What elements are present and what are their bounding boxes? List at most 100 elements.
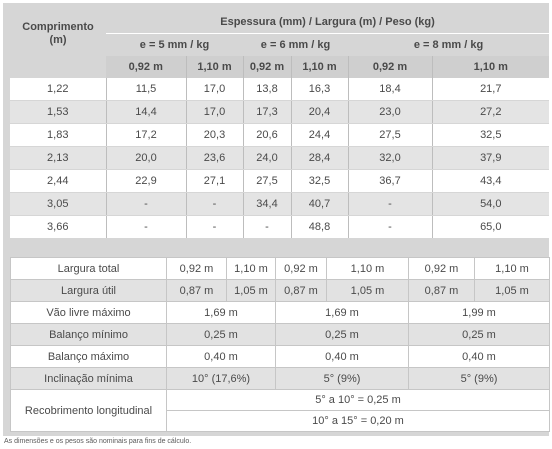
weight-cell: 23,0 — [347, 100, 432, 124]
cell-value: 0,25 m — [166, 323, 276, 346]
weight-cell: - — [105, 215, 186, 239]
weight-cell: 13,8 — [242, 78, 291, 101]
weight-cell: 37,9 — [431, 146, 550, 170]
cell-value: 1,10 m — [326, 257, 409, 280]
weight-cell: 27,2 — [431, 100, 550, 124]
cell-value: 0,92 m — [408, 257, 475, 280]
group-header-8mm: e = 8 mm / kg — [348, 33, 550, 56]
weight-cell: 24,0 — [242, 146, 291, 170]
row-label: Recobrimento longitudinal — [10, 389, 167, 432]
length-column-header: Comprimento (m) — [10, 11, 106, 56]
table-row: 1,22 11,5 17,0 13,8 16,3 18,4 21,7 — [10, 78, 550, 101]
weight-cell: 11,5 — [105, 78, 186, 101]
row-inclinacao: Inclinação mínima 10° (17,6%) 5° (9%) 5°… — [10, 367, 550, 390]
weight-cell: 65,0 — [431, 215, 550, 239]
group-header-5mm: e = 5 mm / kg — [106, 33, 243, 56]
weight-cell: 20,6 — [242, 123, 291, 147]
weight-cell: 54,0 — [431, 192, 550, 216]
table-row: 1,83 17,2 20,3 20,6 24,4 27,5 32,5 — [10, 123, 550, 147]
cell-value: 1,10 m — [474, 257, 550, 280]
cell-value: 0,25 m — [408, 323, 550, 346]
row-recobrimento: Recobrimento longitudinal 5° a 10° = 0,2… — [10, 389, 550, 432]
weight-cell: 17,0 — [185, 78, 243, 101]
weight-cell: 28,4 — [290, 146, 348, 170]
weight-cell: 27,5 — [347, 123, 432, 147]
width-header: 0,92 m — [106, 56, 186, 78]
cell-value: 0,40 m — [408, 345, 550, 368]
weight-cell: - — [185, 192, 243, 216]
weight-cell: - — [242, 215, 291, 239]
length-cell: 2,44 — [10, 169, 106, 193]
table-row: 2,44 22,9 27,1 27,5 32,5 36,7 43,4 — [10, 169, 550, 193]
width-header: 1,10 m — [290, 56, 348, 78]
table-row: 3,05- -34,4 40,7-54,0 — [10, 192, 550, 216]
cell-value: 5° (9%) — [275, 367, 409, 390]
row-label: Inclinação mínima — [10, 367, 167, 390]
length-cell: 1,53 — [10, 100, 106, 124]
length-cell: 3,05 — [10, 192, 106, 216]
cell-value: 0,92 m — [166, 257, 227, 280]
cell-value: 0,40 m — [166, 345, 276, 368]
cell-value: 1,10 m — [226, 257, 276, 280]
weight-cell: 48,8 — [290, 215, 348, 239]
weight-cell: 24,4 — [290, 123, 348, 147]
weight-cell: - — [347, 215, 432, 239]
weight-cell: 21,7 — [431, 78, 550, 101]
weight-cell: 16,3 — [290, 78, 348, 101]
length-cell: 2,13 — [10, 146, 106, 170]
width-header: 0,92 m — [347, 56, 432, 78]
weight-table-body: 1,22 11,5 17,0 13,8 16,3 18,4 21,7 1,53 14,4 17,0… — [10, 78, 550, 239]
weight-cell: 34,4 — [242, 192, 291, 216]
row-balanco-maximo: Balanço máximo 0,40 m 0,40 m 0,40 m — [10, 345, 550, 368]
row-largura-util: Largura útil 0,87 m 1,05 m 0,87 m 1,05 m… — [10, 279, 550, 302]
length-cell: 1,22 — [10, 78, 106, 101]
weight-cell: 36,7 — [347, 169, 432, 193]
width-header: 0,92 m — [242, 56, 291, 78]
weight-table: Comprimento (m) Espessura (mm) / Largura… — [10, 11, 550, 239]
row-largura-total: Largura total 0,92 m 1,10 m 0,92 m 1,10 … — [10, 257, 550, 280]
cell-value: 10° a 15° = 0,20 m — [166, 410, 550, 432]
weight-cell: 40,7 — [290, 192, 348, 216]
group-header-6mm: e = 6 mm / kg — [243, 33, 348, 56]
weight-cell: 17,2 — [105, 123, 186, 147]
table-row: 3,66- - -48,8-65,0 — [10, 215, 550, 239]
row-label: Largura total — [10, 257, 167, 280]
length-cell: 1,83 — [10, 123, 106, 147]
weight-cell: 32,0 — [347, 146, 432, 170]
width-header: 1,10 m — [185, 56, 243, 78]
cell-value: 0,87 m — [166, 279, 227, 302]
cell-value: 5° (9%) — [408, 367, 550, 390]
cell-value: 1,05 m — [326, 279, 409, 302]
table-row: 1,53 14,4 17,0 17,3 20,4 23,0 27,2 — [10, 100, 550, 124]
weight-cell: 20,3 — [185, 123, 243, 147]
weight-cell: 22,9 — [105, 169, 186, 193]
weight-cell: 27,1 — [185, 169, 243, 193]
cell-value: 0,87 m — [408, 279, 475, 302]
row-label: Vão livre máximo — [10, 301, 167, 324]
weight-cell: - — [105, 192, 186, 216]
table-row: 2,13 20,0 23,6 24,0 28,4 32,0 37,9 — [10, 146, 550, 170]
weight-cell: 20,0 — [105, 146, 186, 170]
weight-cell: 23,6 — [185, 146, 243, 170]
cell-value: 0,92 m — [275, 257, 327, 280]
cell-value: 0,25 m — [275, 323, 409, 346]
weight-cell: 27,5 — [242, 169, 291, 193]
weight-cell: 14,4 — [105, 100, 186, 124]
row-vao-livre: Vão livre máximo 1,69 m 1,69 m 1,99 m — [10, 301, 550, 324]
cell-value: 5° a 10° = 0,25 m — [166, 389, 550, 411]
properties-table: Largura total 0,92 m 1,10 m 0,92 m 1,10 … — [10, 257, 550, 432]
cell-value: 1,69 m — [275, 301, 409, 324]
width-header: 1,10 m — [431, 56, 550, 78]
weight-cell: 20,4 — [290, 100, 348, 124]
weight-cell: 43,4 — [431, 169, 550, 193]
weight-cell: 17,3 — [242, 100, 291, 124]
cell-value: 10° (17,6%) — [166, 367, 276, 390]
weight-cell: 18,4 — [347, 78, 432, 101]
row-balanco-minimo: Balanço mínimo 0,25 m 0,25 m 0,25 m — [10, 323, 550, 346]
footnote: As dimensões e os pesos são nominais par… — [4, 438, 192, 445]
weight-cell: - — [347, 192, 432, 216]
cell-value: 0,87 m — [275, 279, 327, 302]
row-label: Largura útil — [10, 279, 167, 302]
row-recobrimento-2: 10° a 15° = 0,20 m — [11, 410, 550, 432]
cell-value: 1,05 m — [226, 279, 276, 302]
